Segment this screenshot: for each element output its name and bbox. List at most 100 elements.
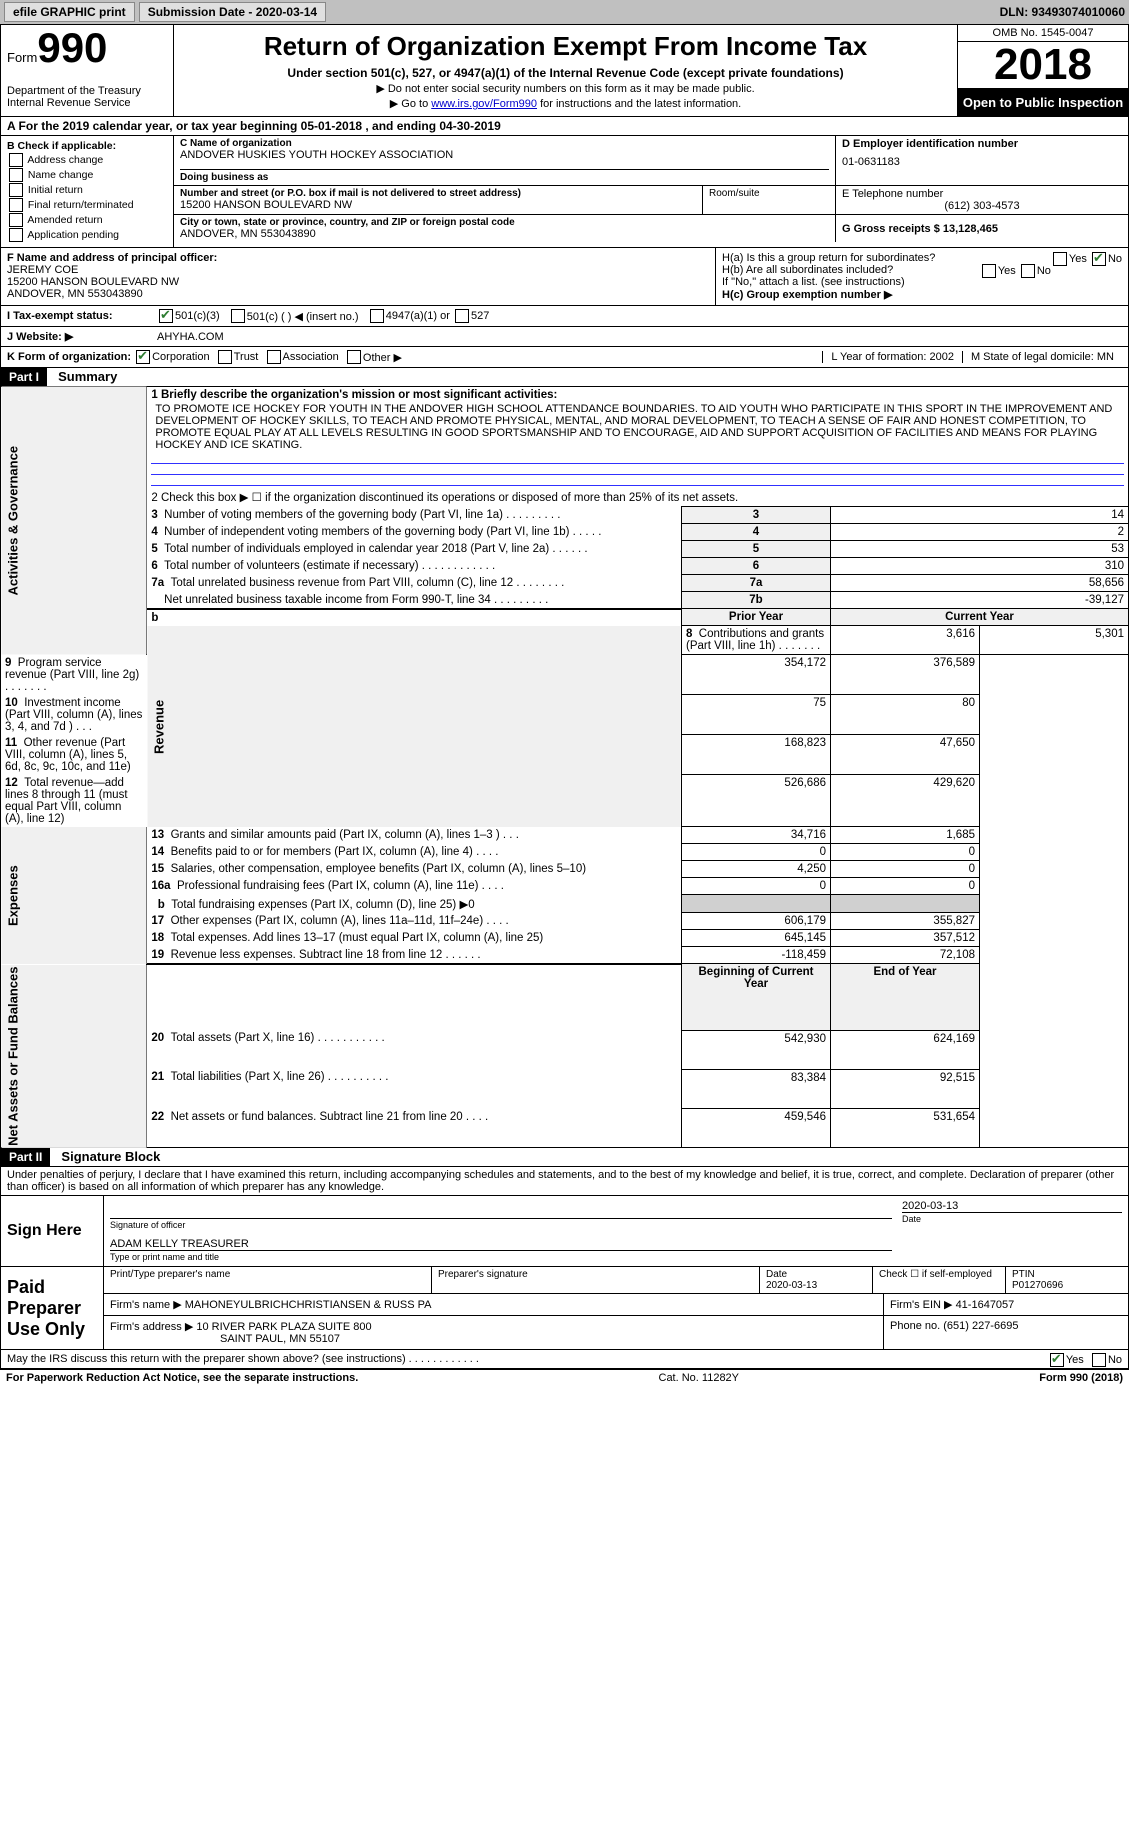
chk-final-return[interactable] <box>9 198 23 212</box>
ag-val-3: 14 <box>831 507 1129 524</box>
phone-value: (612) 303-4573 <box>842 200 1122 212</box>
prep-name-hdr: Print/Type preparer's name <box>104 1267 432 1293</box>
prep-self: Check ☐ if self-employed <box>873 1267 1006 1293</box>
footer-mid: Cat. No. 11282Y <box>659 1372 740 1384</box>
side-exp: Expenses <box>1 827 147 964</box>
dba-label: Doing business as <box>180 169 829 183</box>
rev-n-10: 10 <box>5 697 18 709</box>
rev-lbl-8: Contributions and grants (Part VIII, lin… <box>686 628 824 652</box>
na-p-20: 542,930 <box>682 1030 831 1069</box>
footer: For Paperwork Reduction Act Notice, see … <box>0 1369 1129 1386</box>
sig-date: 2020-03-13 <box>902 1200 1122 1212</box>
efile-print-button[interactable]: efile GRAPHIC print <box>4 2 135 22</box>
mayirs-yes-lbl: Yes <box>1066 1354 1084 1366</box>
goto-pre: ▶ Go to <box>390 98 431 110</box>
room-suite-label: Room/suite <box>702 186 835 214</box>
rev-p-10: 75 <box>682 695 831 735</box>
officer-addr1: 15200 HANSON BOULEVARD NW <box>7 276 709 288</box>
part1-title: Summary <box>58 369 117 384</box>
chk-other[interactable] <box>347 350 361 364</box>
rev-p-9: 354,172 <box>682 655 831 695</box>
na-c-22: 531,654 <box>831 1109 980 1148</box>
ag-box-6: 6 <box>682 558 831 575</box>
hb-yes-lbl: Yes <box>998 265 1016 277</box>
side-na: Net Assets or Fund Balances <box>1 964 147 1148</box>
dln-label: DLN: 93493074010060 <box>1000 5 1125 19</box>
ha-no[interactable] <box>1092 252 1106 266</box>
ag-box-4: 4 <box>682 524 831 541</box>
chk-address-change[interactable] <box>9 153 23 167</box>
chk-501c3[interactable] <box>159 309 173 323</box>
exp-p-16b <box>682 895 831 913</box>
header-left: Form990 Department of the Treasury Inter… <box>1 25 174 116</box>
exp-c-13: 1,685 <box>831 827 980 844</box>
open-to-public: Open to Public Inspection <box>958 89 1128 116</box>
exp-lbl-18: Total expenses. Add lines 13–17 (must eq… <box>171 932 544 944</box>
ein-value: 01-0631183 <box>842 156 1122 168</box>
year-formation: L Year of formation: 2002 <box>822 351 962 363</box>
top-bar: efile GRAPHIC print Submission Date - 20… <box>0 0 1129 25</box>
chk-trust[interactable] <box>218 350 232 364</box>
form-prefix: Form <box>7 50 37 65</box>
box-i: I Tax-exempt status: 501(c)(3) 501(c) ( … <box>0 306 1129 327</box>
irs-link[interactable]: www.irs.gov/Form990 <box>431 98 537 110</box>
box-c-wrap: C Name of organization ANDOVER HUSKIES Y… <box>174 136 1128 247</box>
k-label: K Form of organization: <box>7 351 131 363</box>
rev-n-12: 12 <box>5 777 18 789</box>
mayirs-no[interactable] <box>1092 1353 1106 1367</box>
chk-name-change[interactable] <box>9 168 23 182</box>
tax-year: 2018 <box>958 42 1128 89</box>
exp-n-16a: 16a <box>151 880 170 892</box>
firm-phone: (651) 227-6695 <box>943 1320 1018 1332</box>
firm-ein: 41-1647057 <box>956 1299 1015 1311</box>
part2-tag: Part II <box>1 1148 50 1166</box>
chk-corp[interactable] <box>136 350 150 364</box>
form-subtitle: Under section 501(c), 527, or 4947(a)(1)… <box>182 66 949 80</box>
box-k: K Form of organization: Corporation Trus… <box>0 347 1129 368</box>
na-p-21: 83,384 <box>682 1069 831 1108</box>
rev-p-11: 168,823 <box>682 735 831 775</box>
firm-addr1: 10 RIVER PARK PLAZA SUITE 800 <box>196 1321 371 1333</box>
chk-amended-return[interactable] <box>9 213 23 227</box>
header-right: OMB No. 1545-0047 2018 Open to Public In… <box>957 25 1128 116</box>
exp-c-14: 0 <box>831 844 980 861</box>
rev-lbl-11: Other revenue (Part VIII, column (A), li… <box>5 737 131 773</box>
org-name: ANDOVER HUSKIES YOUTH HOCKEY ASSOCIATION <box>180 149 829 161</box>
na-lbl-21: Total liabilities (Part X, line 26) . . … <box>171 1071 389 1083</box>
ag-lbl-5: Total number of individuals employed in … <box>164 543 587 555</box>
lbl-527: 527 <box>471 310 489 322</box>
rev-n-11: 11 <box>5 737 17 749</box>
chk-initial-return[interactable] <box>9 183 23 197</box>
chk-assoc[interactable] <box>267 350 281 364</box>
exp-c-16a: 0 <box>831 878 980 895</box>
lbl-final-return: Final return/terminated <box>28 199 134 211</box>
submission-date-button[interactable]: Submission Date - 2020-03-14 <box>139 2 326 22</box>
exp-n-18: 18 <box>151 932 164 944</box>
hb-yes[interactable] <box>982 264 996 278</box>
mayirs-yes[interactable] <box>1050 1353 1064 1367</box>
part2-bar: Part II Signature Block <box>0 1148 1129 1167</box>
side-ag: Activities & Governance <box>1 387 147 655</box>
side-rev: Revenue <box>147 626 682 827</box>
hb-no-lbl: No <box>1037 265 1051 277</box>
hb-no[interactable] <box>1021 264 1035 278</box>
ag-row: Net unrelated business taxable income fr… <box>1 592 1129 609</box>
ag-row: 5 Total number of individuals employed i… <box>1 541 1129 558</box>
lbl-name-change: Name change <box>28 169 93 181</box>
ag-lbl-7a: Total unrelated business revenue from Pa… <box>171 577 565 589</box>
na-lbl-22: Net assets or fund balances. Subtract li… <box>171 1111 489 1123</box>
lbl-501c: 501(c) ( ) ◀ (insert no.) <box>247 310 359 323</box>
firm-name: MAHONEYULBRICHCHRISTIANSEN & RUSS PA <box>185 1299 432 1311</box>
chk-527[interactable] <box>455 309 469 323</box>
ha-no-lbl: No <box>1108 253 1122 265</box>
ha-yes[interactable] <box>1053 252 1067 266</box>
part1-bar: Part I Summary <box>0 368 1129 387</box>
chk-application-pending[interactable] <box>9 228 23 242</box>
rev-n-8: 8 <box>686 628 692 640</box>
website-label: J Website: ▶ <box>7 330 157 343</box>
firm-name-lab: Firm's name ▶ <box>110 1299 182 1311</box>
exp-n-15: 15 <box>151 863 164 875</box>
chk-4947[interactable] <box>370 309 384 323</box>
exp-lbl-13: Grants and similar amounts paid (Part IX… <box>171 829 519 841</box>
chk-501c[interactable] <box>231 309 245 323</box>
